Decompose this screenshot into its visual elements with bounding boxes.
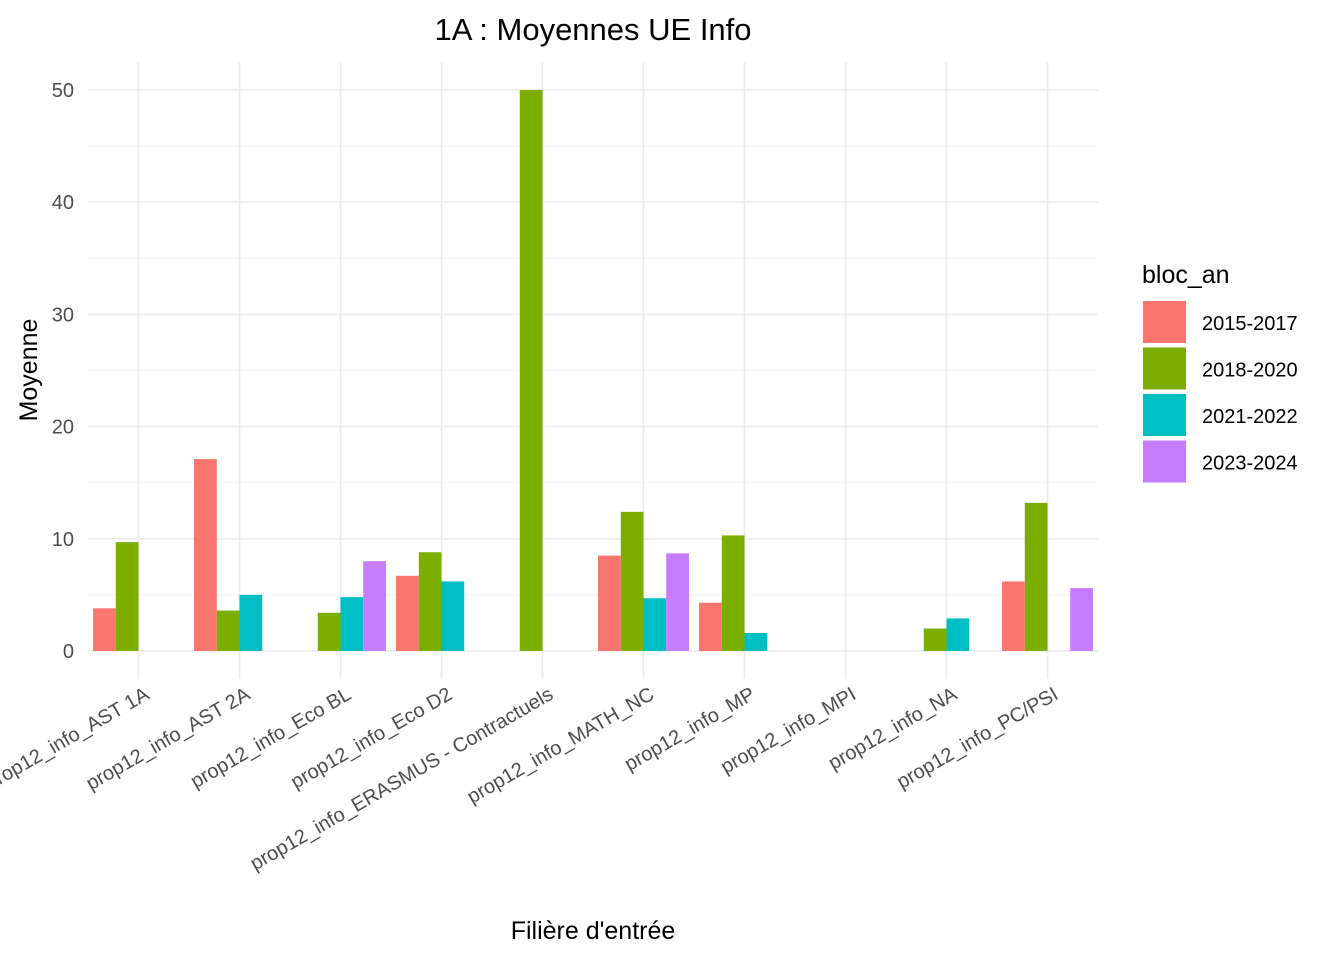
legend-title: bloc_an — [1142, 261, 1230, 289]
x-tick-label: prop12_info_PC/PSI — [893, 683, 1062, 793]
bar — [946, 618, 970, 651]
y-tick-label: 0 — [63, 641, 74, 663]
legend-swatch — [1143, 301, 1186, 343]
x-axis-title: Filière d'entrée — [511, 917, 676, 945]
bar — [598, 555, 621, 651]
bar — [317, 612, 341, 651]
bar — [666, 553, 689, 651]
x-tick-label: prop12_info_Eco BL — [187, 683, 355, 793]
bar — [93, 608, 116, 651]
legend-swatch — [1143, 347, 1186, 390]
bar — [620, 511, 644, 651]
x-tick-label: prop12_info_AST 1A — [0, 683, 154, 795]
bar — [216, 610, 240, 651]
bar — [744, 633, 768, 651]
bar — [1002, 581, 1025, 651]
y-tick-label: 30 — [52, 304, 74, 326]
bar — [396, 575, 419, 651]
bar — [194, 459, 217, 651]
x-tick-label: prop12_info_Eco D2 — [287, 683, 456, 793]
y-tick-label: 10 — [52, 529, 74, 551]
chart-title: 1A : Moyennes UE Info — [434, 12, 751, 47]
y-tick-label: 40 — [52, 192, 74, 214]
x-tick-label: prop12_info_AST 2A — [83, 683, 255, 795]
legend: bloc_an 2015-2017 2018-2020 2021-2022 2023-… — [1142, 261, 1298, 483]
grid — [88, 62, 1098, 679]
bar — [340, 597, 364, 651]
legend-swatch — [1143, 440, 1186, 483]
bars — [93, 90, 1093, 651]
x-tick-label: prop12_info_MATH_NC — [463, 683, 658, 808]
bar — [1024, 502, 1048, 651]
bar — [239, 594, 263, 651]
y-tick-label: 20 — [52, 417, 74, 439]
bar — [643, 598, 667, 651]
bar — [1070, 588, 1093, 651]
bar — [699, 602, 722, 651]
legend-swatch — [1143, 394, 1186, 436]
bar — [441, 581, 465, 651]
y-tick-label: 50 — [52, 80, 74, 102]
legend-label: 2018-2020 — [1202, 360, 1298, 382]
legend-label: 2023-2024 — [1202, 453, 1298, 475]
bar — [363, 561, 386, 651]
legend-label: 2021-2022 — [1202, 406, 1298, 428]
legend-label: 2015-2017 — [1202, 313, 1298, 335]
bar — [418, 552, 442, 651]
bar — [923, 628, 947, 651]
bar — [115, 542, 139, 651]
bar — [519, 90, 543, 651]
y-axis-ticks: 0 10 20 30 40 50 — [52, 80, 74, 663]
bar — [721, 535, 745, 651]
y-axis-title: Moyenne — [15, 319, 43, 422]
